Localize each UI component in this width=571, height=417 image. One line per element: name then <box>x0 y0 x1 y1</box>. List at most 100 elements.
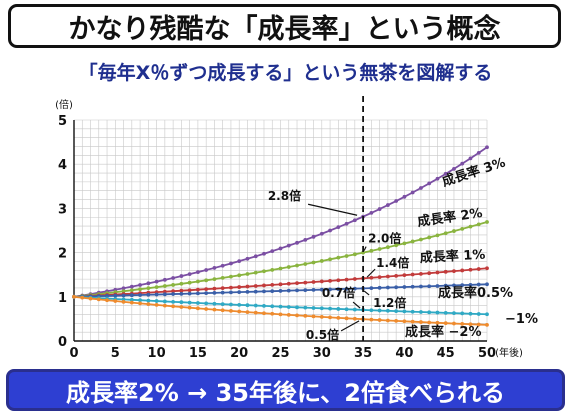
data-point <box>262 311 266 316</box>
data-point <box>344 307 349 312</box>
data-point <box>121 289 126 294</box>
data-point <box>220 302 225 306</box>
data-point <box>129 284 134 289</box>
x-axis-label: (年後) <box>495 346 523 359</box>
data-point <box>394 273 399 278</box>
data-point <box>162 292 167 297</box>
data-point <box>394 285 399 290</box>
data-point <box>394 318 399 323</box>
x-tick-label: 35 <box>354 346 372 361</box>
data-point <box>212 301 217 306</box>
data-point <box>204 287 209 292</box>
data-point <box>262 269 266 274</box>
data-point <box>410 284 415 289</box>
data-point <box>229 285 233 290</box>
data-point <box>220 263 225 268</box>
data-point <box>443 171 448 176</box>
data-point <box>385 308 390 313</box>
data-point <box>220 275 225 280</box>
data-point <box>352 316 357 321</box>
data-point <box>476 322 481 327</box>
data-point <box>146 298 151 303</box>
data-point <box>171 289 176 294</box>
data-point <box>361 250 365 255</box>
data-point <box>435 233 440 238</box>
data-point <box>476 267 481 271</box>
data-point <box>295 281 299 286</box>
annotation-label: 2.8倍 <box>268 188 301 203</box>
data-point <box>394 243 399 248</box>
data-point <box>229 261 233 266</box>
y-tick-label: 3 <box>58 202 67 217</box>
data-point <box>187 288 192 293</box>
data-point <box>286 243 291 248</box>
data-point <box>435 284 440 288</box>
data-point <box>237 259 242 264</box>
data-point <box>270 304 275 309</box>
data-point <box>113 293 118 298</box>
data-point <box>385 285 390 290</box>
data-point <box>179 300 184 305</box>
chart-annotations: 2.8倍 2.0倍 1.4倍 1.2倍 0.7倍 0.5倍 <box>268 188 410 342</box>
data-point <box>402 194 407 199</box>
data-point <box>369 317 374 322</box>
data-point <box>295 313 299 318</box>
data-point <box>468 267 473 272</box>
data-point <box>113 299 118 303</box>
data-point <box>220 290 225 295</box>
data-point <box>344 286 349 291</box>
data-point <box>278 246 283 251</box>
data-point <box>270 311 275 316</box>
data-point <box>352 307 357 312</box>
data-point <box>419 284 423 289</box>
data-point <box>204 268 209 272</box>
data-point <box>138 293 142 297</box>
data-point <box>303 305 308 310</box>
annotation-label: 2.0倍 <box>368 231 401 246</box>
series-label-4: −1% <box>505 312 538 327</box>
data-point <box>138 287 142 292</box>
data-point <box>485 266 489 271</box>
data-point <box>427 271 432 276</box>
data-point <box>187 272 192 277</box>
data-point <box>303 237 308 242</box>
data-point <box>179 281 184 286</box>
annotation-label: 1.4倍 <box>376 255 409 270</box>
data-point <box>262 289 266 294</box>
data-point <box>237 285 242 289</box>
data-point <box>369 286 374 290</box>
data-point <box>336 307 341 311</box>
data-point <box>476 150 481 155</box>
data-point <box>171 304 176 309</box>
data-point <box>278 312 283 317</box>
data-point <box>377 318 382 322</box>
data-point <box>295 240 299 245</box>
data-point <box>278 266 283 271</box>
data-point <box>229 290 233 295</box>
data-point <box>245 289 250 294</box>
data-point <box>410 190 415 195</box>
data-point <box>468 282 473 287</box>
series-label-0: 成長率 3% <box>440 154 507 189</box>
data-point <box>328 306 332 311</box>
page-subtitle: 「毎年X％ずつ成長する」という無茶を図解する <box>78 62 493 84</box>
data-point <box>129 300 134 305</box>
annotation-leader <box>366 268 376 278</box>
annotation-label: 0.7倍 <box>322 285 355 300</box>
x-tick-label: 15 <box>189 346 207 361</box>
data-point <box>278 304 283 309</box>
data-point <box>369 275 374 280</box>
x-tick-label: 50 <box>478 346 496 361</box>
data-point <box>468 156 473 161</box>
data-point <box>369 211 374 215</box>
data-point <box>303 313 308 318</box>
data-point <box>419 237 423 242</box>
data-point <box>253 284 258 288</box>
data-point <box>336 225 341 230</box>
data-point <box>443 310 448 315</box>
data-point <box>245 303 250 308</box>
data-point <box>336 255 341 260</box>
data-point <box>394 309 399 314</box>
data-point <box>377 308 382 313</box>
data-point <box>319 259 324 263</box>
